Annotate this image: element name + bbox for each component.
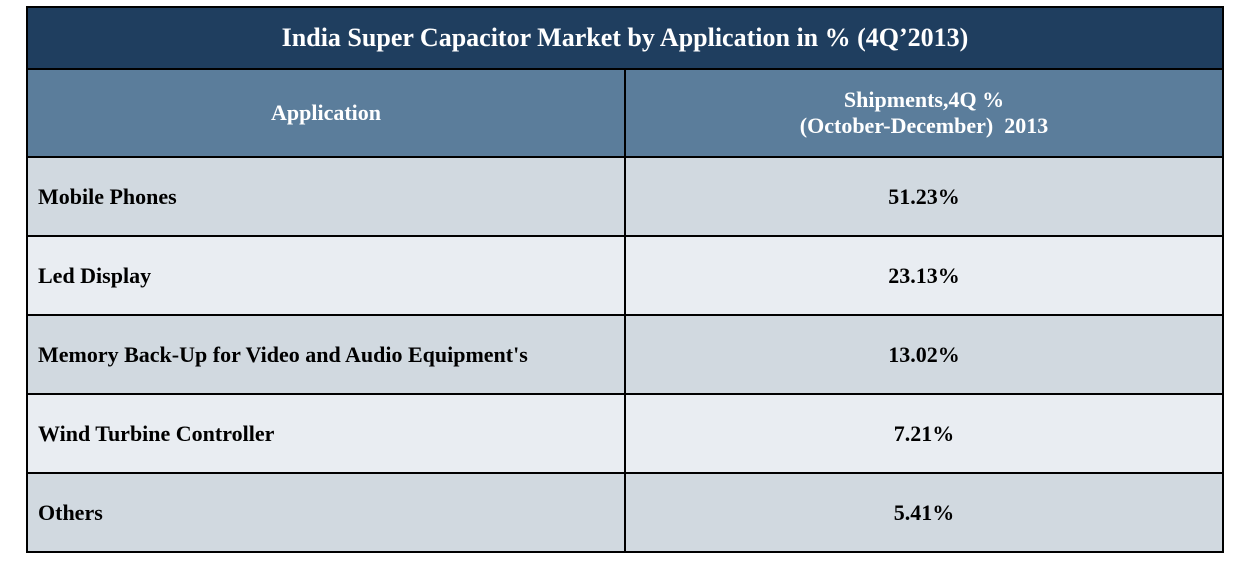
header-row: Application Shipments,4Q % (October-Dece… xyxy=(27,69,1223,157)
application-cell: Memory Back-Up for Video and Audio Equip… xyxy=(27,315,625,394)
table-row: Mobile Phones 51.23% xyxy=(27,157,1223,236)
value-cell: 51.23% xyxy=(625,157,1223,236)
application-cell: Others xyxy=(27,473,625,552)
value-cell: 23.13% xyxy=(625,236,1223,315)
market-table: India Super Capacitor Market by Applicat… xyxy=(26,6,1224,553)
header-text-line1: Shipments,4Q % xyxy=(844,87,1004,112)
title-row: India Super Capacitor Market by Applicat… xyxy=(27,7,1223,69)
table-row: Wind Turbine Controller 7.21% xyxy=(27,394,1223,473)
column-header-shipments: Shipments,4Q % (October-December) 2013 xyxy=(625,69,1223,157)
column-header-application: Application xyxy=(27,69,625,157)
application-cell: Led Display xyxy=(27,236,625,315)
table-row: Led Display 23.13% xyxy=(27,236,1223,315)
table-container: India Super Capacitor Market by Applicat… xyxy=(0,0,1248,567)
table-row: Others 5.41% xyxy=(27,473,1223,552)
table-title: India Super Capacitor Market by Applicat… xyxy=(27,7,1223,69)
value-cell: 5.41% xyxy=(625,473,1223,552)
header-text: Application xyxy=(271,100,381,125)
application-cell: Mobile Phones xyxy=(27,157,625,236)
header-text-line2: (October-December) 2013 xyxy=(800,113,1048,138)
table-row: Memory Back-Up for Video and Audio Equip… xyxy=(27,315,1223,394)
value-cell: 13.02% xyxy=(625,315,1223,394)
value-cell: 7.21% xyxy=(625,394,1223,473)
application-cell: Wind Turbine Controller xyxy=(27,394,625,473)
